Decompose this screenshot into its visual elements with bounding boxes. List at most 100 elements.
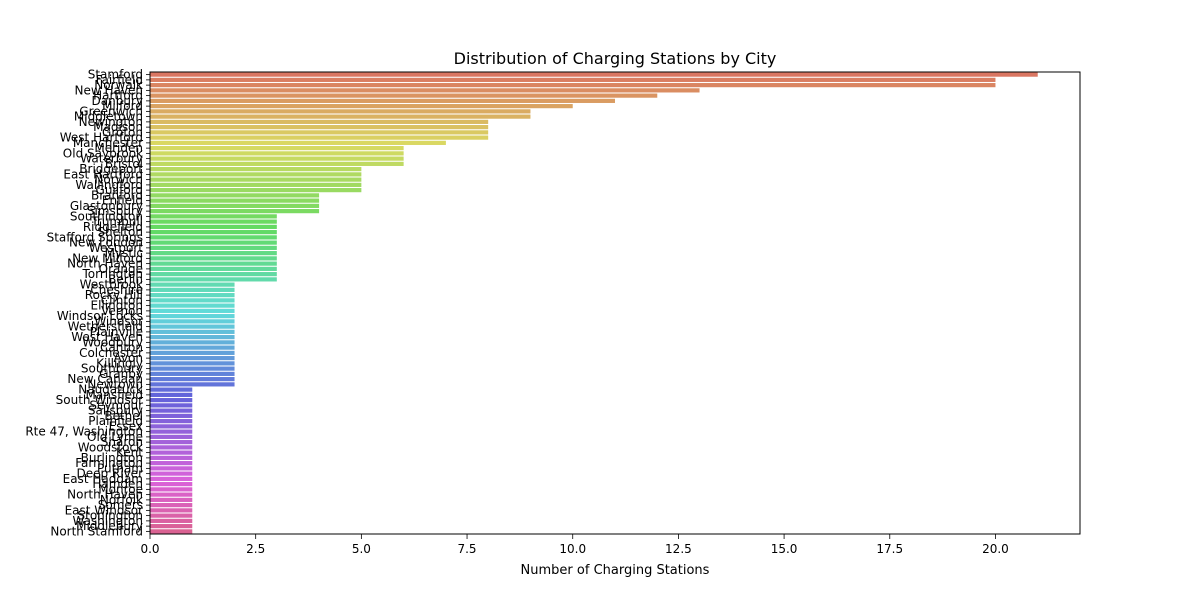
y-tick-label: Guilford <box>96 183 143 197</box>
bar <box>150 492 193 497</box>
bar <box>150 434 193 439</box>
bar <box>150 303 235 308</box>
y-tick-label: Westport <box>89 241 143 255</box>
y-tick-label: Putnam <box>97 461 143 475</box>
bar <box>150 167 362 172</box>
bar <box>150 287 235 292</box>
x-tick-label: 17.5 <box>876 542 903 556</box>
bar <box>150 366 235 371</box>
y-tick-label: Monroe <box>98 482 143 496</box>
y-tick-label: East Windsor <box>65 503 143 517</box>
bar <box>150 455 193 460</box>
y-tick-label: Kent <box>116 446 143 460</box>
plot-frame <box>149 71 1081 535</box>
bar <box>150 114 531 119</box>
y-tick-label: Killingly <box>96 356 143 370</box>
y-tick-label: Windsor <box>94 314 143 328</box>
y-tick-label: Waterbury <box>80 152 143 166</box>
bar <box>150 83 996 88</box>
y-tick-label: Stafford Springs <box>47 230 143 244</box>
bar <box>150 403 193 408</box>
y-tick-label: Bethel <box>104 409 143 423</box>
y-tick-label: Newington <box>79 115 143 129</box>
bar <box>150 387 193 392</box>
bar <box>150 261 277 266</box>
bar <box>150 119 489 124</box>
bar <box>150 146 404 151</box>
y-tick-label: North Haven <box>67 488 143 502</box>
y-tick-label: Granby <box>99 367 143 381</box>
bar <box>150 88 700 93</box>
y-tick-label: Essex <box>109 419 143 433</box>
y-tick-label: Hamden <box>92 477 143 491</box>
bar <box>150 125 489 130</box>
bar <box>150 235 277 240</box>
y-tick-label: Wethersfield <box>68 320 143 334</box>
bar <box>150 298 235 303</box>
y-tick-label: Avon <box>113 351 143 365</box>
bar <box>150 466 193 471</box>
x-tick-label: 5.0 <box>352 542 371 556</box>
x-axis: 0.0 2.5 5.0 7.5 10.0 12.5 15.0 17.5 20.0 <box>140 534 1009 556</box>
y-tick-label: Farmington <box>75 456 143 470</box>
y-tick-label: Newtown <box>87 377 143 391</box>
y-tick-label: Glastonbury <box>70 199 143 213</box>
y-tick-label: Woodstock <box>78 440 143 454</box>
y-tick-label: Sharon <box>101 435 143 449</box>
bar <box>150 419 193 424</box>
bar <box>150 161 404 166</box>
y-tick-label: Groton <box>102 125 143 139</box>
y-tick-label: Trumbull <box>90 215 143 229</box>
bar <box>150 72 1038 77</box>
x-axis-label: Number of Charging Stations <box>521 563 710 578</box>
y-tick-label: Danbury <box>92 94 143 108</box>
bar <box>150 392 193 397</box>
bar <box>150 266 277 271</box>
bar <box>150 340 235 345</box>
bar <box>150 198 320 203</box>
bar <box>150 329 235 334</box>
chart-title: Distribution of Charging Stations by Cit… <box>454 49 777 68</box>
y-tick-label: Canton <box>100 341 143 355</box>
y-tick-label: Manchester <box>73 136 143 150</box>
y-tick-label: Berlin <box>108 272 143 286</box>
y-tick-label: Norwalk <box>94 78 143 92</box>
bar <box>150 140 446 145</box>
y-tick-label: East Haddam <box>63 472 143 486</box>
bar <box>150 130 489 135</box>
bar <box>150 518 193 523</box>
bar <box>150 188 362 193</box>
bar <box>150 508 193 513</box>
bar <box>150 524 193 529</box>
x-tick-label: 2.5 <box>246 542 265 556</box>
bar <box>150 251 277 256</box>
bar <box>150 256 277 261</box>
bar <box>150 503 193 508</box>
y-tick-label: Bridgeport <box>79 162 143 176</box>
y-tick-label: Middletown <box>74 110 143 124</box>
bar <box>150 476 193 481</box>
y-tick-label: North Haven <box>67 257 143 271</box>
bar <box>150 429 193 434</box>
y-tick-label: Plainville <box>90 325 143 339</box>
y-tick-label: New Haven <box>75 83 143 97</box>
y-tick-label: Stamford <box>88 68 143 82</box>
y-tick-label: Vernon <box>101 304 143 318</box>
y-tick-label: Southbury <box>81 362 143 376</box>
bar <box>150 224 277 229</box>
y-tick-label: Meriden <box>94 141 143 155</box>
bar <box>150 413 193 418</box>
bar <box>150 308 235 313</box>
bar <box>150 371 235 376</box>
bar <box>150 219 277 224</box>
y-tick-label: West Haven <box>71 330 143 344</box>
y-tick-label: East Hartford <box>63 167 143 181</box>
y-tick-label: West Hartford <box>60 131 143 145</box>
y-tick-label: Simsbury <box>87 204 143 218</box>
bar <box>150 529 193 534</box>
bar <box>150 319 235 324</box>
bar <box>150 324 235 329</box>
bar <box>150 424 193 429</box>
